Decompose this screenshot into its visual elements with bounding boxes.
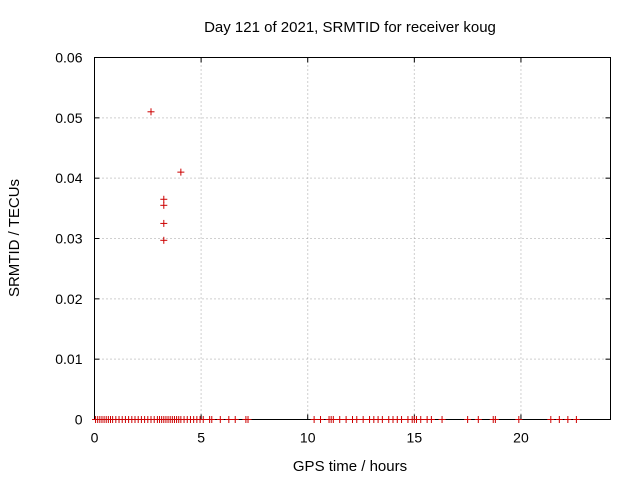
- data-point: [244, 416, 252, 423]
- plot-frame: [94, 57, 611, 420]
- data-point: [438, 416, 446, 423]
- y-tick-label: 0.02: [55, 291, 82, 307]
- data-point: [177, 168, 185, 176]
- data-point: [225, 416, 233, 423]
- data-points: [92, 108, 580, 423]
- data-point: [160, 219, 168, 227]
- data-point: [474, 416, 482, 423]
- data-point: [199, 416, 207, 423]
- data-point: [147, 108, 155, 116]
- y-tick-label: 0: [75, 412, 83, 428]
- y-tick-label: 0.05: [55, 110, 82, 126]
- x-tick-label: 5: [197, 430, 205, 446]
- data-point: [398, 416, 406, 423]
- data-point: [329, 416, 337, 423]
- data-point: [208, 416, 216, 423]
- y-tick-label: 0.03: [55, 231, 82, 247]
- data-point: [464, 416, 472, 423]
- y-tick-label: 0.01: [55, 351, 82, 367]
- x-tick-label: 10: [300, 430, 316, 446]
- y-tick-label: 0.04: [55, 170, 82, 186]
- data-point: [160, 195, 168, 203]
- x-tick-label: 20: [513, 430, 529, 446]
- x-axis-label: GPS time / hours: [293, 458, 407, 475]
- grid-lines: [94, 57, 611, 420]
- data-point: [310, 416, 318, 423]
- data-point: [216, 416, 224, 423]
- data-point: [336, 416, 344, 423]
- data-point: [317, 416, 325, 423]
- data-point: [417, 416, 425, 423]
- data-point: [572, 416, 580, 423]
- y-axis-label: SRMTID / TECUs: [6, 179, 23, 297]
- y-tick-label: 0.06: [55, 50, 82, 66]
- data-point: [555, 416, 563, 423]
- data-point: [160, 201, 168, 209]
- data-point: [342, 416, 350, 423]
- data-point: [564, 416, 572, 423]
- data-point: [231, 416, 239, 423]
- data-point: [547, 416, 555, 423]
- data-point: [353, 416, 361, 423]
- data-point: [359, 416, 367, 423]
- data-point: [491, 416, 499, 423]
- chart-title: Day 121 of 2021, SRMTID for receiver kou…: [204, 19, 496, 36]
- data-point: [515, 416, 523, 423]
- data-point: [160, 236, 168, 244]
- data-point: [427, 416, 435, 423]
- axis-ticks: 0 0.01 0.02 0.03 0.04 0.05 0.06 0 5 10 15 20: [55, 50, 611, 446]
- x-tick-label: 15: [407, 430, 423, 446]
- data-point: [378, 416, 386, 423]
- x-tick-label: 0: [91, 430, 99, 446]
